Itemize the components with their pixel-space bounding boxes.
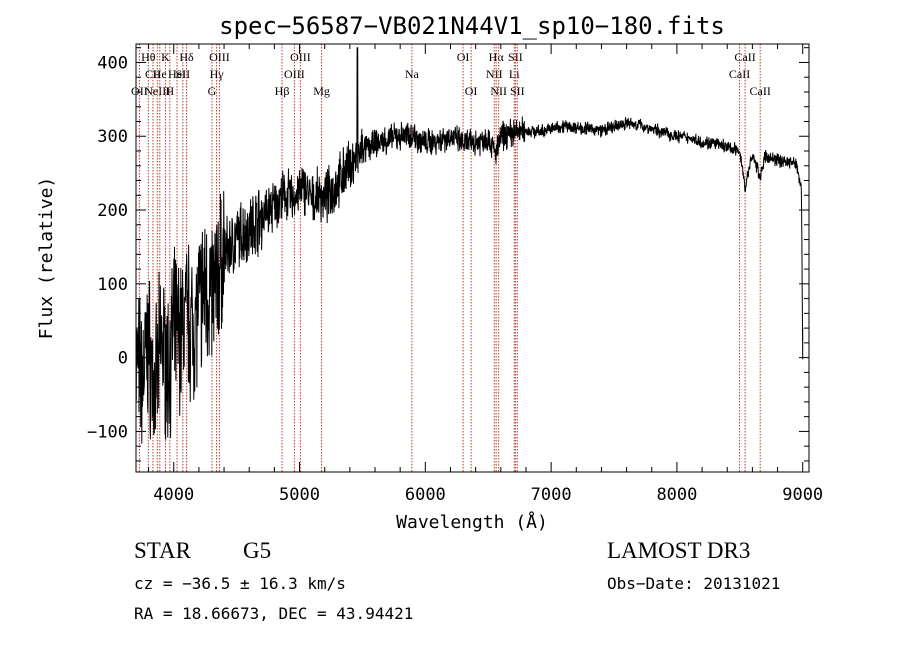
y-tick-label: −100: [87, 422, 128, 442]
object-class: STAR: [134, 538, 191, 563]
redshift-velocity: cz = −36.5 ± 16.3 km/s: [134, 574, 346, 593]
line-label: NeIII: [144, 84, 170, 98]
line-label: K: [161, 50, 170, 64]
line-label: Na: [405, 67, 420, 81]
observation-date: Obs−Date: 20131021: [607, 574, 781, 593]
line-label: OII: [131, 84, 148, 98]
y-axis-label: Flux (relative): [36, 177, 57, 340]
line-label: Hγ: [210, 67, 225, 81]
line-label: Hβ: [275, 84, 290, 98]
line-label: NII: [486, 67, 503, 81]
x-axis-label: Wavelength (Å): [396, 511, 548, 533]
line-label: He: [153, 67, 167, 81]
y-tick-label: 300: [97, 127, 128, 147]
line-label: SII: [175, 67, 190, 81]
y-axis: −100 0 100 200 300 400: [87, 47, 809, 462]
line-label: OI: [465, 84, 478, 98]
line-label: NII: [490, 84, 507, 98]
sky-coordinates: RA = 18.66673, DEC = 43.94421: [134, 604, 414, 623]
line-label: CaII: [734, 50, 755, 64]
line-label: OI: [457, 50, 470, 64]
spectrum-chart: spec−56587−VB021N44V1_sp10−180.fits OII H…: [36, 12, 823, 533]
line-label: CaII: [729, 67, 750, 81]
x-tick-label: 4000: [153, 485, 194, 505]
x-axis: 4000 5000 6000 7000 8000 9000: [148, 44, 823, 505]
y-tick-label: 0: [118, 349, 128, 369]
emission-line-markers: OIIHθCIINeIIIHeKHHeISIIHδGHγOIIIHβOIIIOI…: [131, 44, 771, 472]
line-label: SII: [510, 84, 525, 98]
line-label: OIII: [209, 50, 230, 64]
survey-name: LAMOST DR3: [607, 538, 751, 563]
y-tick-label: 100: [97, 275, 128, 295]
line-label: OIII: [290, 50, 311, 64]
x-tick-label: 5000: [279, 485, 320, 505]
x-tick-label: 7000: [531, 485, 572, 505]
x-tick-label: 9000: [782, 485, 823, 505]
line-label: G: [208, 84, 217, 98]
line-label: CaII: [750, 84, 771, 98]
x-tick-label: 8000: [656, 485, 697, 505]
line-label: Li: [509, 67, 520, 81]
line-label: H: [166, 84, 175, 98]
line-label: Hα: [489, 50, 505, 64]
y-tick-label: 400: [97, 53, 128, 73]
chart-title: spec−56587−VB021N44V1_sp10−180.fits: [219, 12, 725, 40]
line-label: Hθ: [141, 50, 156, 64]
line-label: Hδ: [179, 50, 194, 64]
y-tick-label: 200: [97, 201, 128, 221]
object-subclass: G5: [243, 538, 272, 563]
line-label: OIII: [284, 67, 305, 81]
spectrum-line: [135, 47, 804, 444]
x-tick-label: 6000: [405, 485, 446, 505]
line-label: SII: [508, 50, 523, 64]
plot-frame: [135, 43, 810, 473]
line-label: Mg: [313, 84, 330, 98]
line-label: HeI: [168, 67, 186, 81]
